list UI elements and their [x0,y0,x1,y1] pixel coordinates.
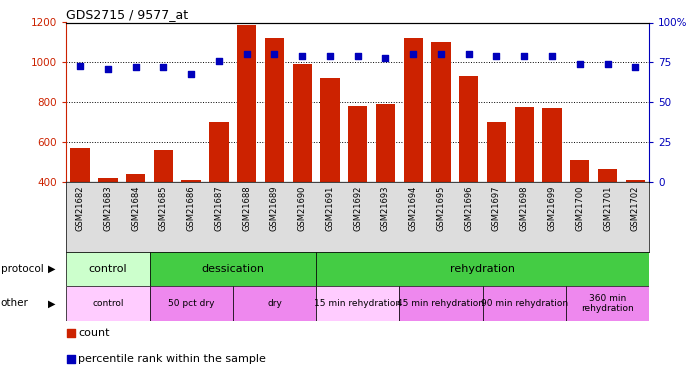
Text: percentile rank within the sample: percentile rank within the sample [78,354,266,364]
Text: 360 min
rehydration: 360 min rehydration [581,294,634,313]
Point [630,64,641,70]
Bar [209,122,229,262]
Point [186,70,197,76]
Bar [487,122,506,262]
Bar [154,150,173,262]
Bar [316,286,399,321]
Bar [348,106,367,262]
Point [214,58,225,64]
Bar [570,160,590,262]
Point [602,61,613,67]
Bar [70,148,90,262]
Point [547,53,558,59]
Text: GSM21682: GSM21682 [75,186,84,231]
Text: GDS2715 / 9577_at: GDS2715 / 9577_at [66,8,188,21]
Point [297,53,308,59]
Text: GSM21695: GSM21695 [436,186,445,231]
Text: 90 min rehydration: 90 min rehydration [481,299,567,308]
Text: GSM21688: GSM21688 [242,186,251,231]
Bar [403,39,423,262]
Text: 50 pct dry: 50 pct dry [168,299,214,308]
Bar [233,286,316,321]
Bar [514,107,534,262]
Point [130,64,141,70]
Bar [320,78,340,262]
Bar [66,252,149,286]
Text: dry: dry [267,299,282,308]
Point [574,61,586,67]
Point [519,53,530,59]
Text: GSM21702: GSM21702 [631,186,640,231]
Text: ▶: ▶ [47,264,55,274]
Text: GSM21687: GSM21687 [214,186,223,231]
Point [246,0,258,4]
Bar [149,252,316,286]
Text: 45 min rehydration: 45 min rehydration [397,299,484,308]
Text: GSM21683: GSM21683 [103,186,112,231]
Point [269,51,280,57]
Text: control: control [89,264,127,274]
Text: protocol: protocol [1,264,43,274]
Bar [149,286,233,321]
Bar [292,64,312,262]
Point [380,55,391,61]
Bar [237,26,256,262]
Bar [399,286,482,321]
Text: GSM21700: GSM21700 [575,186,584,231]
Bar [459,76,478,262]
Text: GSM21685: GSM21685 [159,186,168,231]
Bar [376,104,395,262]
Point [491,53,502,59]
Text: GSM21690: GSM21690 [298,186,306,231]
Text: GSM21696: GSM21696 [464,186,473,231]
Text: rehydration: rehydration [450,264,515,274]
Text: dessication: dessication [201,264,265,274]
Point [246,228,258,234]
Text: GSM21698: GSM21698 [520,186,529,231]
Text: GSM21692: GSM21692 [353,186,362,231]
Bar [431,42,451,262]
Text: ▶: ▶ [47,298,55,308]
Point [463,51,475,57]
Text: count: count [78,328,110,338]
Bar [316,252,649,286]
Bar [597,169,617,262]
Text: GSM21691: GSM21691 [325,186,334,231]
Point [241,51,252,57]
Point [436,51,447,57]
Bar [66,286,149,321]
Text: GSM21686: GSM21686 [186,186,195,231]
Text: other: other [1,298,29,308]
Text: GSM21694: GSM21694 [409,186,417,231]
Bar [542,108,562,262]
Point [75,63,86,69]
Bar [98,178,118,262]
Text: control: control [92,299,124,308]
Bar [126,174,145,262]
Text: GSM21684: GSM21684 [131,186,140,231]
Bar [625,180,645,262]
Text: 15 min rehydration: 15 min rehydration [314,299,401,308]
Text: GSM21689: GSM21689 [270,186,279,231]
Bar [482,286,566,321]
Point [103,66,114,72]
Bar [265,39,284,262]
Text: GSM21693: GSM21693 [381,186,390,231]
Text: GSM21701: GSM21701 [603,186,612,231]
Point [158,64,169,70]
Bar [566,286,649,321]
Text: GSM21697: GSM21697 [492,186,501,231]
Point [325,53,336,59]
Point [408,51,419,57]
Point [352,53,363,59]
Text: GSM21699: GSM21699 [547,186,556,231]
Bar [181,180,201,262]
